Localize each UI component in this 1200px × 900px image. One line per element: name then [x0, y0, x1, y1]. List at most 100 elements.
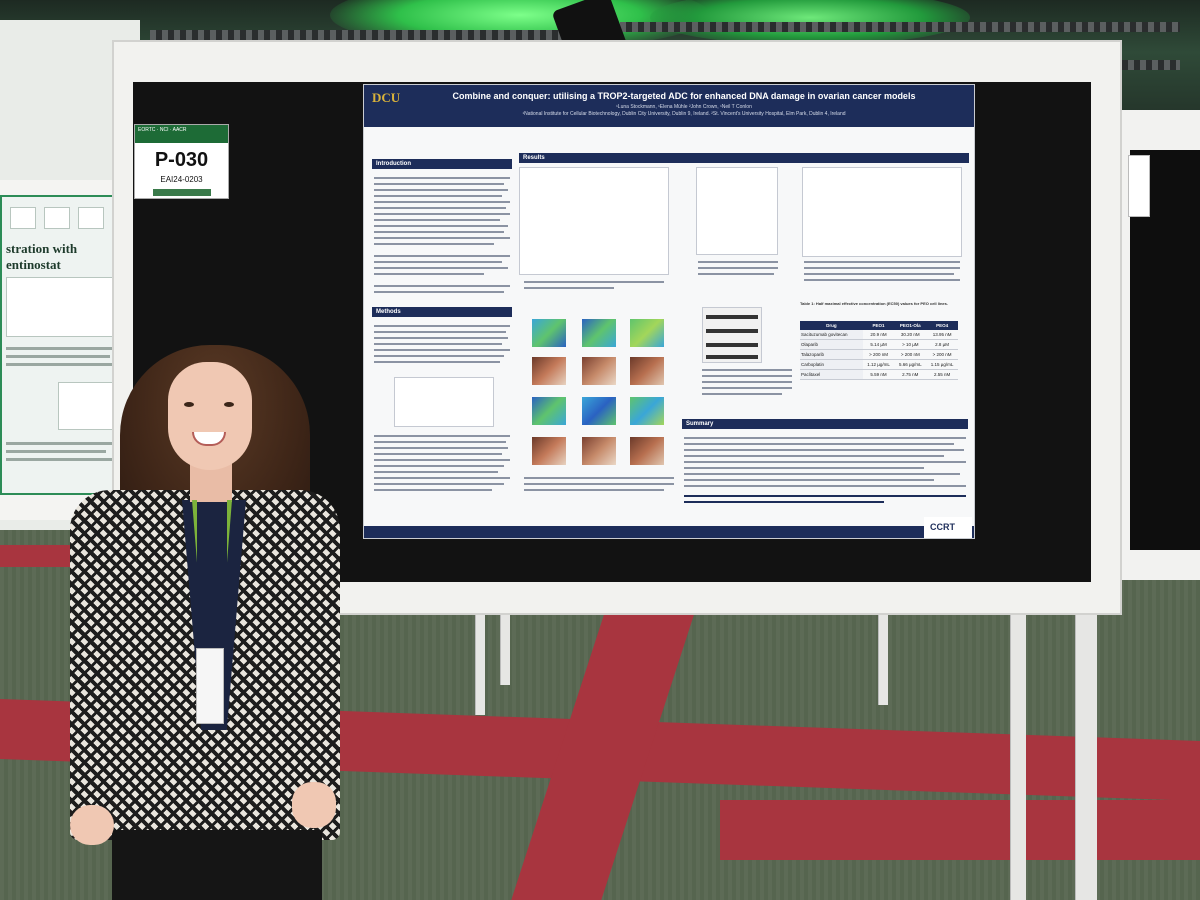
- hand: [70, 805, 114, 845]
- text-line: [374, 273, 484, 275]
- figure-3-growth-charts: [802, 167, 962, 257]
- caption-line: [804, 279, 960, 281]
- text-line: [374, 219, 500, 221]
- viability-heatmap: [532, 437, 566, 465]
- synergy-heatmap: [630, 319, 664, 347]
- qr-code: [10, 207, 36, 229]
- caption-line: [804, 267, 960, 269]
- text-line: [684, 495, 966, 497]
- text-line: [374, 343, 502, 345]
- text-line: [374, 483, 504, 485]
- caption-line: [698, 267, 778, 269]
- text-line: [374, 477, 510, 479]
- caption-line: [524, 477, 674, 479]
- text-line: [374, 337, 508, 339]
- caption-line: [804, 261, 960, 263]
- caption-line: [698, 261, 778, 263]
- text-line: [6, 363, 114, 366]
- text-line: [6, 450, 106, 453]
- methods-diagram: [394, 377, 494, 427]
- viability-heatmap: [532, 357, 566, 385]
- table-row: Carboplatin 1.12 µg/mL 5.66 µg/mL 1.15 µ…: [800, 359, 958, 370]
- caption-line: [524, 287, 614, 289]
- caption-line: [524, 483, 674, 485]
- text-line: [374, 435, 510, 437]
- qr-code: [78, 207, 104, 229]
- text-line: [374, 355, 504, 357]
- name-badge: [196, 648, 224, 724]
- text-line: [374, 243, 494, 245]
- text-line: [684, 461, 966, 463]
- text-line: [374, 459, 510, 461]
- text-line: [374, 349, 510, 351]
- section-introduction: Introduction: [372, 159, 512, 169]
- text-line: [374, 489, 492, 491]
- blot-band: [706, 329, 758, 333]
- poster-code: P-030: [154, 149, 209, 171]
- section-results: Results: [519, 153, 969, 163]
- person-face: [168, 362, 252, 470]
- text-line: [374, 285, 510, 287]
- text-line: [374, 325, 510, 327]
- blot-band: [706, 355, 758, 359]
- text-line: [684, 485, 966, 487]
- text-line: [684, 501, 884, 503]
- synergy-heatmap: [582, 319, 616, 347]
- qr-code: [44, 207, 70, 229]
- text-line: [6, 347, 116, 350]
- neighbor-poster: stration with entinostat: [0, 195, 122, 495]
- board-leg: [475, 595, 485, 715]
- dcu-logo: DCU: [372, 90, 401, 105]
- text-line: [374, 207, 506, 209]
- neighbor-poster-figure: [58, 382, 118, 430]
- board-leg: [500, 595, 510, 685]
- text-line: [374, 183, 504, 185]
- text-line: [374, 331, 506, 333]
- figure-2-curves: [696, 167, 778, 255]
- section-summary: Summary: [682, 419, 968, 429]
- lighting-truss: [620, 22, 1180, 32]
- viability-heatmap: [630, 357, 664, 385]
- ec50-table: Drug PEO1 PEO1-Ola PEO4 Sacituzumab govi…: [800, 321, 958, 380]
- blot-band: [706, 315, 758, 319]
- text-line: [684, 443, 954, 445]
- text-line: [374, 291, 504, 293]
- blot-band: [706, 343, 758, 347]
- text-line: [374, 237, 510, 239]
- caption-line: [698, 273, 774, 275]
- text-line: [684, 449, 964, 451]
- poster-title: Combine and conquer: utilising a TROP2-t…: [452, 91, 916, 101]
- poster-authors: ¹Luna Stockmann, ¹Elena Mühle ²John Crow…: [522, 104, 846, 117]
- text-line: [6, 458, 112, 461]
- poster-footer: [364, 526, 974, 538]
- caption-line: [702, 381, 792, 383]
- neighbor-poster-figure: [6, 277, 118, 337]
- table-header: Drug: [800, 321, 863, 330]
- table-caption: Table 1: Half maximal effective concentr…: [800, 301, 948, 306]
- text-line: [374, 465, 504, 467]
- synergy-heatmap: [532, 397, 566, 425]
- text-line: [684, 455, 944, 457]
- text-line: [374, 255, 510, 257]
- figure-1-diagram: [519, 167, 669, 275]
- table-row: Sacituzumab govitecan 20.9 nM 30.20 nM 1…: [800, 330, 958, 340]
- table-row: Paclitaxel 5.59 nM 2.75 nM 2.55 nM: [800, 369, 958, 380]
- text-line: [374, 225, 508, 227]
- text-line: [374, 471, 498, 473]
- black-skirt: [112, 830, 322, 900]
- text-line: [684, 479, 934, 481]
- table-header: PEO1-Ola: [894, 321, 927, 330]
- hand: [292, 782, 336, 828]
- text-line: [374, 447, 508, 449]
- text-line: [374, 195, 502, 197]
- table-row: Olaparib 5.14 µM > 10 µM 2.8 µM: [800, 339, 958, 350]
- text-line: [374, 441, 506, 443]
- eye: [184, 402, 194, 407]
- text-line: [684, 437, 966, 439]
- viability-heatmap: [582, 437, 616, 465]
- neighbor-poster-title: stration with entinostat: [6, 241, 78, 272]
- text-line: [684, 467, 924, 469]
- caption-line: [702, 387, 792, 389]
- text-line: [6, 355, 110, 358]
